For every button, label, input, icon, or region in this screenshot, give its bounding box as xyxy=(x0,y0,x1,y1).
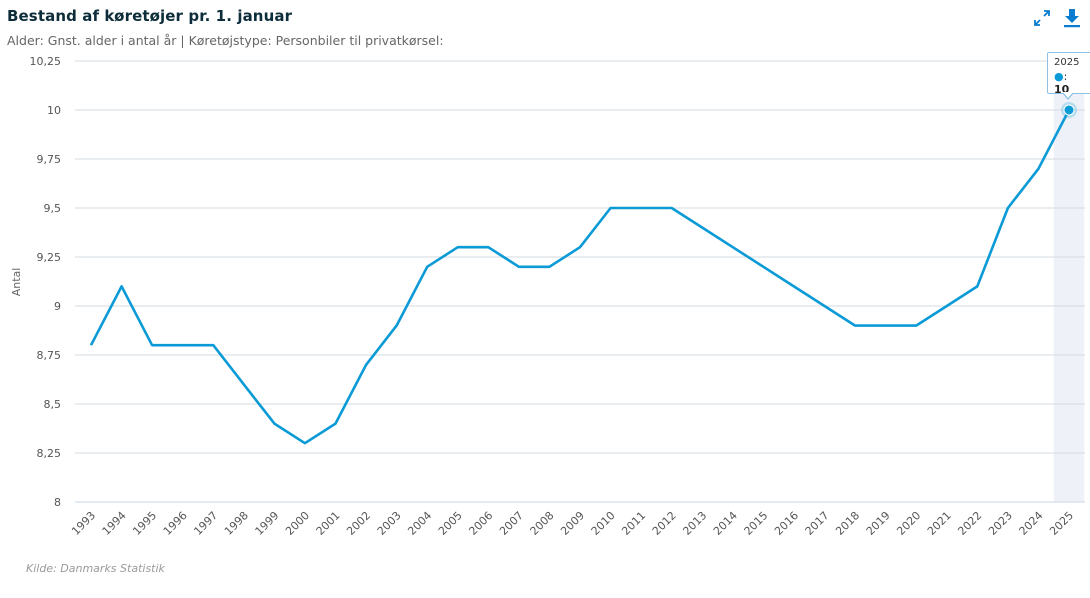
x-tick-label: 1996 xyxy=(161,509,190,538)
x-tick-label: 2017 xyxy=(803,509,832,538)
data-point[interactable] xyxy=(974,283,980,289)
grid-lines xyxy=(75,60,1085,503)
x-tick-label: 2004 xyxy=(405,509,434,538)
x-tick-label: 1997 xyxy=(191,509,220,538)
x-tick-label: 2012 xyxy=(650,509,679,538)
data-points xyxy=(88,102,1077,446)
x-tick-label: 1995 xyxy=(130,509,159,538)
y-tick-label: 8,5 xyxy=(44,398,62,411)
x-axis-ticks: 1993 1994 1995 1996 1997 1998 1999 2000 2001 2002… xyxy=(69,509,1076,538)
x-tick-label: 2008 xyxy=(528,509,557,538)
expand-arrows-icon[interactable] xyxy=(1032,8,1052,28)
x-tick-label: 2001 xyxy=(314,509,343,538)
data-point[interactable] xyxy=(333,421,339,427)
x-tick-label: 2020 xyxy=(894,509,923,538)
tooltip-marker-icon: ● xyxy=(1054,70,1064,83)
data-point[interactable] xyxy=(913,323,919,329)
x-tick-label: 2015 xyxy=(742,509,771,538)
data-point[interactable] xyxy=(852,323,858,329)
y-tick-label: 10,25 xyxy=(30,55,62,68)
data-point[interactable] xyxy=(546,264,552,270)
x-tick-label: 1994 xyxy=(100,509,129,538)
y-tick-label: 9 xyxy=(54,300,61,313)
data-point[interactable] xyxy=(363,362,369,368)
x-tick-label: 2006 xyxy=(466,509,495,538)
chart-toolbar xyxy=(1032,8,1082,28)
x-tick-label: 2021 xyxy=(925,509,954,538)
data-point[interactable] xyxy=(302,440,308,446)
y-tick-label: 9,25 xyxy=(37,251,62,264)
data-point[interactable] xyxy=(180,342,186,348)
data-point[interactable] xyxy=(485,244,491,250)
download-icon[interactable] xyxy=(1062,8,1082,28)
tooltip-arrow-inner xyxy=(1063,92,1073,98)
data-point[interactable] xyxy=(760,264,766,270)
data-point[interactable] xyxy=(210,342,216,348)
data-point[interactable] xyxy=(1035,166,1041,172)
x-tick-label: 2009 xyxy=(558,509,587,538)
x-tick-label: 2007 xyxy=(497,509,526,538)
series-line xyxy=(89,109,1071,445)
data-point[interactable] xyxy=(394,323,400,329)
x-tick-label: 2022 xyxy=(955,509,984,538)
data-point[interactable] xyxy=(1005,205,1011,211)
chart-title: Bestand af køretøjer pr. 1. januar xyxy=(7,7,293,25)
data-point[interactable] xyxy=(669,205,675,211)
data-point[interactable] xyxy=(271,421,277,427)
x-tick-label: 2025 xyxy=(1047,509,1076,538)
y-tick-label: 9,75 xyxy=(37,153,62,166)
data-point[interactable] xyxy=(577,244,583,250)
y-tick-label: 8,75 xyxy=(37,349,62,362)
tooltip: 2025 ●: 10 xyxy=(1047,52,1090,96)
tooltip-separator: : xyxy=(1063,70,1068,83)
data-point[interactable] xyxy=(455,244,461,250)
data-point[interactable] xyxy=(88,342,94,348)
x-tick-label: 2002 xyxy=(344,509,373,538)
data-point[interactable] xyxy=(944,303,950,309)
x-tick-label: 2003 xyxy=(375,509,404,538)
chart-subtitle: Alder: Gnst. alder i antal år | Køretøjs… xyxy=(7,33,444,48)
x-tick-label: 1993 xyxy=(69,509,98,538)
y-tick-label: 9,5 xyxy=(44,202,62,215)
x-tick-label: 2010 xyxy=(589,509,618,538)
data-point[interactable] xyxy=(1063,104,1075,116)
data-point[interactable] xyxy=(119,283,125,289)
data-point[interactable] xyxy=(883,323,889,329)
highlight-band xyxy=(1053,61,1085,502)
y-axis-ticks: 8 8,25 8,5 8,75 9 9,25 9,5 9,75 10 10,25 xyxy=(30,55,62,509)
x-tick-label: 2019 xyxy=(864,509,893,538)
x-tick-label: 2000 xyxy=(283,509,312,538)
data-point[interactable] xyxy=(822,303,828,309)
tooltip-year: 2025 xyxy=(1054,57,1080,68)
data-point[interactable] xyxy=(699,225,705,231)
x-tick-label: 1999 xyxy=(253,509,282,538)
x-tick-label: 2018 xyxy=(833,509,862,538)
x-tick-label: 2011 xyxy=(619,509,648,538)
x-tick-label: 2023 xyxy=(986,509,1015,538)
data-point[interactable] xyxy=(241,381,247,387)
data-point[interactable] xyxy=(638,205,644,211)
data-point[interactable] xyxy=(791,283,797,289)
x-tick-label: 2024 xyxy=(1017,509,1046,538)
x-tick-label: 1998 xyxy=(222,509,251,538)
y-tick-label: 8,25 xyxy=(37,447,62,460)
x-tick-label: 2005 xyxy=(436,509,465,538)
y-axis-label: Antal xyxy=(10,268,23,297)
source-note: Kilde: Danmarks Statistik xyxy=(26,562,165,575)
x-tick-label: 2013 xyxy=(680,509,709,538)
data-point[interactable] xyxy=(149,342,155,348)
data-point[interactable] xyxy=(730,244,736,250)
y-tick-label: 10 xyxy=(47,104,61,117)
x-tick-label: 2014 xyxy=(711,509,740,538)
data-point[interactable] xyxy=(608,205,614,211)
data-point[interactable] xyxy=(516,264,522,270)
data-point[interactable] xyxy=(424,264,430,270)
x-tick-label: 2016 xyxy=(772,509,801,538)
y-tick-label: 8 xyxy=(54,496,61,509)
